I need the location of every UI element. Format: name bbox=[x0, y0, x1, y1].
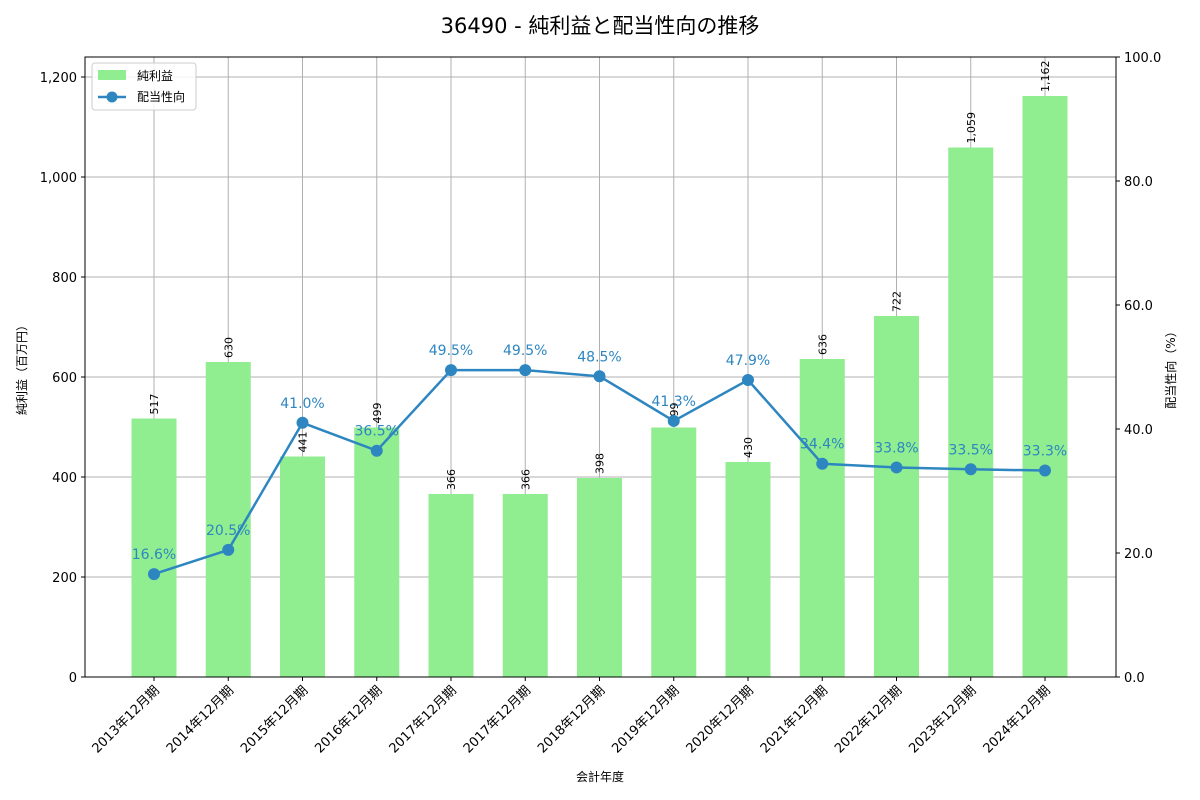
payout-ratio-label: 33.8% bbox=[874, 440, 918, 456]
payout-ratio-marker bbox=[890, 461, 903, 474]
bar-value-label: 441 bbox=[297, 432, 310, 453]
x-axis-label: 会計年度 bbox=[576, 769, 624, 784]
bar-net-income bbox=[131, 418, 177, 677]
payout-ratio-label: 41.0% bbox=[280, 396, 324, 412]
y2-tick-label: 40.0 bbox=[1124, 423, 1153, 438]
x-tick-label: 2023年12月期 bbox=[906, 683, 979, 756]
y-axis-label: 純利益（百万円） bbox=[15, 319, 29, 415]
y2-tick-label: 0.0 bbox=[1124, 671, 1145, 686]
payout-ratio-marker bbox=[222, 543, 235, 556]
payout-ratio-label: 36.5% bbox=[355, 424, 399, 440]
bar-value-label: 366 bbox=[445, 469, 458, 490]
payout-ratio-marker bbox=[519, 364, 532, 377]
legend-bar-label: 純利益 bbox=[137, 69, 173, 83]
payout-ratio-marker bbox=[593, 370, 606, 383]
payout-ratio-label: 41.3% bbox=[652, 394, 696, 410]
bar-net-income bbox=[874, 316, 919, 677]
x-tick-label: 2022年12月期 bbox=[832, 683, 905, 756]
y2-tick-label: 80.0 bbox=[1124, 175, 1153, 190]
bar-value-label: 1,059 bbox=[965, 112, 978, 144]
y-tick-label: 1,000 bbox=[40, 171, 77, 186]
x-tick-label: 2018年12月期 bbox=[535, 683, 608, 756]
y-tick-label: 200 bbox=[52, 571, 77, 586]
payout-ratio-marker bbox=[296, 416, 309, 429]
payout-ratio-marker bbox=[1039, 464, 1051, 477]
bar-value-label: 430 bbox=[742, 437, 755, 458]
bar-value-label: 517 bbox=[148, 394, 161, 415]
y-tick-label: 600 bbox=[52, 371, 77, 386]
bar-net-income bbox=[280, 456, 325, 677]
payout-ratio-label: 33.5% bbox=[949, 442, 993, 458]
bar-net-income bbox=[1022, 96, 1068, 677]
y-tick-label: 0 bbox=[69, 671, 77, 686]
legend-bar-swatch bbox=[98, 70, 126, 80]
x-tick-label: 2017年12月期 bbox=[461, 683, 534, 756]
x-tick-label: 2013年12月期 bbox=[90, 683, 163, 756]
x-tick-label: 2017年12月期 bbox=[387, 683, 460, 756]
x-tick-label: 2014年12月期 bbox=[164, 683, 237, 756]
bar-value-label: 398 bbox=[594, 453, 607, 474]
x-tick-label: 2021年12月期 bbox=[758, 683, 831, 756]
y-tick-label: 1,200 bbox=[40, 71, 77, 86]
bar-value-label: 366 bbox=[519, 469, 532, 490]
bar-value-label: 1,162 bbox=[1039, 61, 1052, 93]
y2-axis-label: 配当性向（%） bbox=[1163, 325, 1178, 408]
bar-value-label: 722 bbox=[891, 291, 904, 312]
chart-title: 36490 - 純利益と配当性向の推移 bbox=[440, 14, 760, 38]
payout-ratio-label: 20.5% bbox=[206, 523, 250, 539]
x-tick-label: 2016年12月期 bbox=[312, 683, 385, 756]
bar-net-income bbox=[725, 462, 771, 677]
payout-ratio-label: 49.5% bbox=[429, 343, 473, 359]
bar-net-income bbox=[428, 494, 474, 677]
x-tick-label: 2019年12月期 bbox=[609, 683, 682, 756]
y-tick-label: 800 bbox=[52, 271, 77, 286]
payout-ratio-marker bbox=[148, 568, 160, 581]
payout-ratio-label: 48.5% bbox=[577, 349, 621, 365]
y2-tick-label: 20.0 bbox=[1124, 547, 1153, 562]
bar-net-income bbox=[354, 427, 400, 677]
payout-ratio-label: 16.6% bbox=[132, 547, 176, 563]
payout-ratio-label: 47.9% bbox=[726, 353, 770, 369]
payout-ratio-marker bbox=[816, 457, 829, 470]
payout-ratio-marker bbox=[667, 414, 680, 427]
bar-net-income bbox=[651, 427, 697, 677]
y-tick-label: 400 bbox=[52, 471, 77, 486]
bar-net-income bbox=[577, 478, 622, 677]
bar-value-label: 499 bbox=[371, 403, 384, 424]
legend-line-label: 配当性向 bbox=[137, 89, 185, 104]
bar-value-label: 630 bbox=[222, 337, 235, 358]
payout-ratio-marker bbox=[445, 364, 457, 377]
payout-ratio-marker bbox=[964, 463, 977, 476]
payout-ratio-marker bbox=[742, 374, 754, 387]
payout-ratio-label: 33.3% bbox=[1023, 444, 1067, 460]
payout-ratio-marker bbox=[370, 444, 383, 457]
bar-net-income bbox=[502, 494, 548, 677]
x-tick-label: 2020年12月期 bbox=[684, 683, 757, 756]
bar-value-label: 636 bbox=[816, 334, 829, 355]
payout-ratio-label: 49.5% bbox=[503, 343, 547, 359]
bar-net-income bbox=[205, 362, 251, 677]
y2-tick-label: 100.0 bbox=[1124, 51, 1161, 66]
payout-ratio-label: 34.4% bbox=[800, 437, 844, 453]
bar-net-income bbox=[799, 359, 845, 677]
y2-tick-label: 60.0 bbox=[1124, 299, 1153, 314]
x-tick-label: 2015年12月期 bbox=[238, 683, 311, 756]
x-tick-label: 2024年12月期 bbox=[981, 683, 1054, 756]
bar-net-income bbox=[948, 147, 994, 677]
plot-frame bbox=[84, 56, 1117, 678]
